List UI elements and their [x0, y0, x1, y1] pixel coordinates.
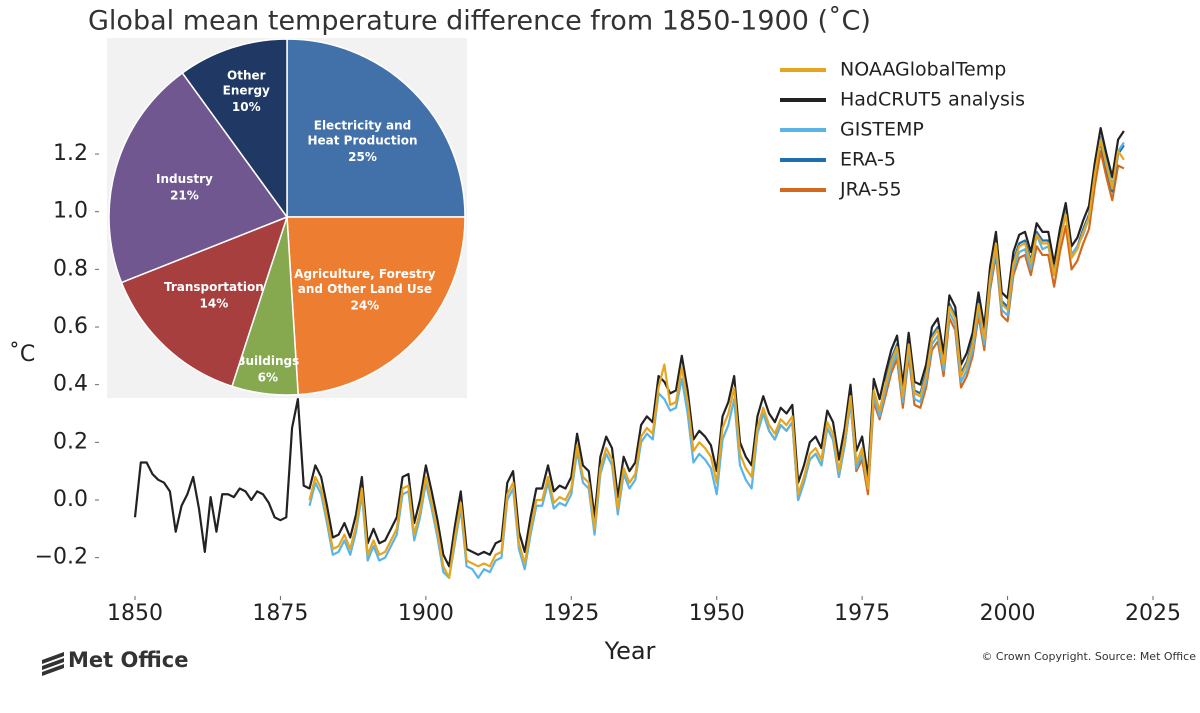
- slice-label: Industry: [156, 172, 213, 186]
- pie-slice: [286, 216, 466, 396]
- line-plot: −0.2 0.0 0.2 0.4 0.6 0.8 1.0 1.2 1850 1875 1900 192…: [35, 59, 1181, 627]
- slice-label: Transportation: [164, 279, 264, 293]
- slice-value-label: 25%: [348, 150, 377, 164]
- x-axis-label: Year: [604, 637, 656, 665]
- x-tick-label: 1900: [398, 601, 454, 626]
- slice-label-line: Buildings: [236, 353, 299, 367]
- slice-value-label: 24%: [350, 299, 379, 313]
- slice-label-line: Transportation: [164, 279, 264, 293]
- y-tick-label: 0.8: [53, 256, 88, 281]
- legend-label: JRA-55: [839, 179, 902, 201]
- slice-label: Agriculture, Forestry and Other Land Use: [294, 267, 436, 296]
- x-tick-label: 1975: [834, 601, 890, 626]
- x-tick-label: 1925: [543, 601, 599, 626]
- slice-label-line: Energy: [223, 83, 270, 97]
- legend-label: ERA-5: [840, 149, 896, 171]
- slice-value-label: 14%: [200, 296, 229, 310]
- slice-label-line: Other: [227, 68, 266, 82]
- credit: © Crown Copyright. Source: Met Office: [981, 650, 1196, 663]
- logo-text: Met Office: [68, 648, 188, 672]
- x-tick-label: 1850: [107, 601, 163, 626]
- x-tick-label: 2025: [1125, 601, 1181, 626]
- series-line: [762, 150, 1125, 502]
- pie-slice: [181, 38, 288, 220]
- slice-value-label: 6%: [258, 370, 278, 384]
- x-tick-label: 2000: [980, 601, 1036, 626]
- met-office-logo: Met Office: [42, 648, 188, 676]
- logo-icon: [42, 652, 64, 676]
- legend-label: NOAAGlobalTemp: [840, 59, 1006, 81]
- slice-value-label: 10%: [232, 100, 261, 114]
- chart-title: Global mean temperature difference from …: [88, 6, 871, 37]
- legend-label: GISTEMP: [840, 119, 924, 141]
- x-tick-label: 1950: [689, 601, 745, 626]
- pie-slice: [108, 71, 289, 284]
- y-tick-label: −0.2: [35, 545, 88, 570]
- slice-label-line: Industry: [156, 172, 213, 186]
- slice-label-line: and Other Land Use: [298, 282, 432, 296]
- y-tick-label: 0.2: [53, 429, 88, 454]
- series-line: [884, 141, 1125, 395]
- y-tick-label: 1.2: [53, 141, 88, 166]
- series-line: [133, 126, 1125, 568]
- slice-label-line: Electricity and: [314, 118, 412, 132]
- pie-slice: [286, 38, 466, 218]
- pie-inset: Electricity and Heat Production 25% Agricul…: [107, 38, 467, 398]
- y-tick-label: 1.0: [53, 199, 88, 224]
- y-axis-label: ˚C: [9, 342, 35, 367]
- series-line: [308, 138, 1125, 579]
- y-tick-label: 0.0: [53, 487, 88, 512]
- legend-label: HadCRUT5 analysis: [840, 89, 1025, 111]
- slice-label: Other Energy: [223, 68, 270, 97]
- y-tick-label: 0.6: [53, 314, 88, 339]
- y-tick-label: 0.4: [53, 372, 88, 397]
- pie-slice: [120, 215, 289, 388]
- x-tick-label: 1875: [252, 601, 308, 626]
- slice-label-line: Agriculture, Forestry: [294, 267, 436, 281]
- slice-label-line: Heat Production: [307, 133, 417, 147]
- slice-label: Buildings: [236, 353, 299, 367]
- slice-value-label: 21%: [170, 189, 199, 203]
- slice-label: Electricity and Heat Production: [307, 118, 417, 147]
